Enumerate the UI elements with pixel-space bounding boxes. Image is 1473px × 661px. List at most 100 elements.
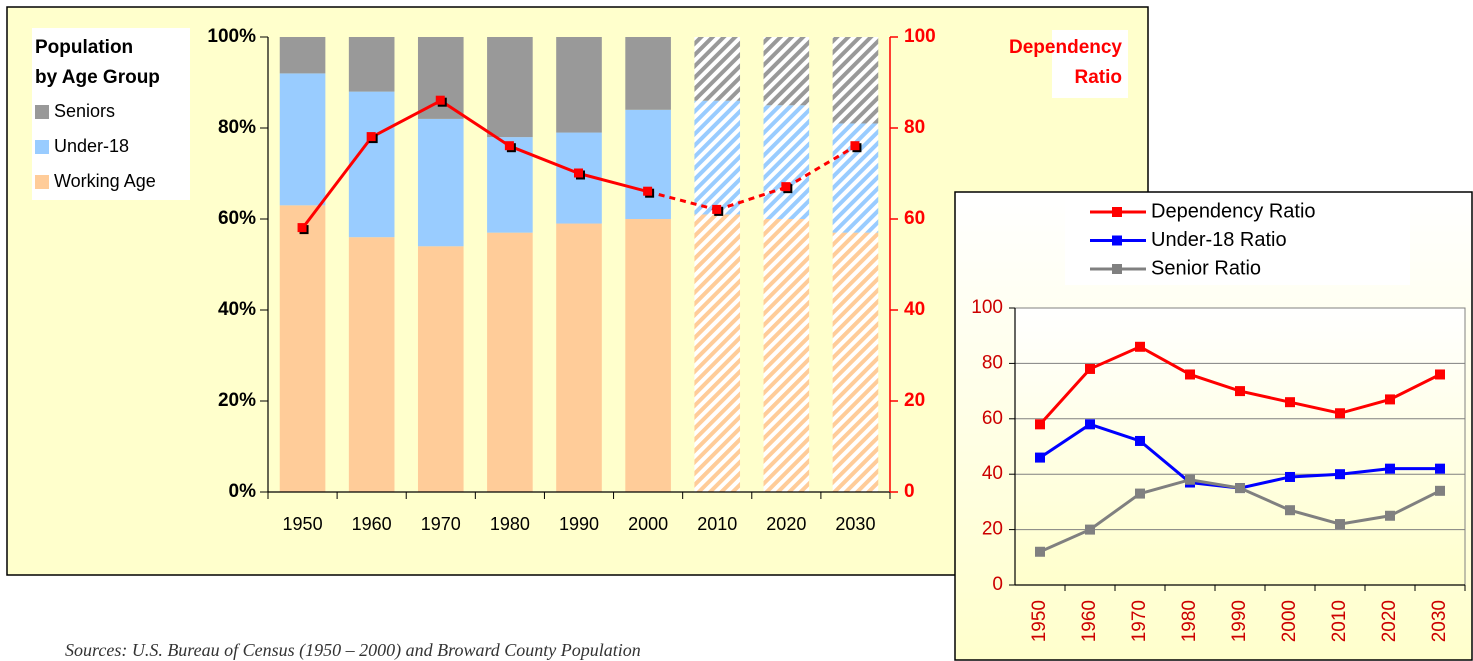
marker (1085, 524, 1095, 535)
bar-segment (556, 37, 602, 133)
marker (1135, 435, 1145, 446)
y-tick-label: 20% (218, 390, 256, 411)
legend-label: Dependency Ratio (1151, 200, 1316, 222)
y-tick-label: 40% (218, 299, 256, 320)
bar-segment (556, 223, 602, 493)
marker (781, 182, 791, 192)
y2-tick-label: 40 (904, 299, 925, 320)
marker (643, 186, 653, 196)
legend-swatch (35, 140, 49, 154)
y-tick-label: 0 (992, 574, 1003, 595)
bar-segment (279, 205, 326, 492)
y2-tick-label: 60 (904, 208, 925, 229)
y-tick-label: 0% (229, 481, 257, 502)
legend-title: by Age Group (35, 67, 160, 88)
bar-segment (417, 246, 464, 492)
marker (1035, 419, 1045, 430)
x-tick-label: 1970 (1129, 600, 1150, 642)
line-segment (578, 172, 649, 194)
x-tick-label: 1990 (559, 514, 599, 534)
bar-segment (279, 37, 326, 74)
bar-segment (348, 91, 395, 238)
bar-segment (832, 123, 879, 233)
y-tick-label: 40 (982, 463, 1003, 484)
y2-title: Dependency (1009, 37, 1122, 58)
marker (1135, 341, 1145, 352)
marker (504, 141, 514, 151)
legend-box (32, 28, 190, 200)
bar-segment (625, 109, 671, 219)
y-tick-label: 20 (982, 519, 1003, 540)
line-segment (647, 190, 718, 212)
x-tick-label: 1960 (352, 514, 392, 534)
bar-segment (487, 232, 533, 492)
marker (1385, 463, 1395, 474)
y2-tick-label: 80 (904, 117, 925, 138)
bar-segment (487, 37, 533, 138)
marker (1335, 469, 1345, 480)
marker (1385, 394, 1395, 405)
bar-segment (763, 219, 810, 492)
legend-label: Under-18 (54, 136, 129, 156)
bar-segment (625, 219, 671, 492)
x-tick-label: 1990 (1229, 600, 1250, 642)
legend-label: Under-18 Ratio (1151, 229, 1287, 251)
bar-segment (417, 118, 464, 247)
legend-title: Population (35, 37, 133, 58)
bar-segment (348, 37, 395, 92)
y2-tick-label: 20 (904, 390, 925, 411)
bar-segment (763, 105, 810, 219)
line-segment (716, 185, 787, 212)
y2-tick-label: 0 (904, 481, 915, 502)
bar-segment (694, 214, 741, 492)
y2-title-box (1052, 30, 1128, 98)
y-tick-label: 80 (982, 352, 1003, 373)
legend-label: Working Age (54, 171, 156, 191)
marker (1185, 474, 1195, 485)
line-segment (439, 99, 511, 148)
x-tick-label: 1950 (1029, 600, 1050, 642)
x-tick-label: 2030 (835, 514, 875, 534)
line-segment (509, 144, 580, 175)
marker (1135, 488, 1145, 499)
legend-swatch (35, 175, 49, 189)
bar-segment (763, 37, 810, 106)
legend-marker (1112, 207, 1122, 217)
marker (574, 168, 583, 178)
y2-title: Ratio (1075, 67, 1123, 88)
legend-marker (1112, 264, 1122, 274)
marker (1435, 369, 1445, 380)
y-tick-label: 60 (982, 408, 1003, 429)
marker (366, 132, 376, 142)
y2-tick-label: 100 (904, 26, 936, 47)
bar-segment (625, 37, 671, 110)
source-note: Sources: U.S. Bureau of Census (1950 – 2… (65, 640, 641, 661)
marker (1235, 386, 1245, 397)
marker (1285, 397, 1295, 408)
marker (1435, 485, 1445, 496)
marker (1285, 471, 1295, 482)
line-segment (785, 144, 857, 189)
bar-segment (832, 232, 879, 492)
line-segment (370, 99, 442, 139)
x-tick-label: 1950 (283, 514, 323, 534)
marker (1385, 510, 1395, 521)
y-tick-label: 100% (207, 26, 256, 47)
marker (1285, 505, 1295, 516)
y-tick-label: 80% (218, 117, 256, 138)
plot-area (1014, 307, 1466, 586)
marker (1335, 408, 1345, 419)
x-tick-label: 2020 (766, 514, 806, 534)
bar-segment (832, 37, 879, 124)
legend-label: Seniors (54, 101, 115, 121)
legend-swatch (35, 105, 49, 119)
x-tick-label: 1980 (490, 514, 530, 534)
y-tick-label: 60% (218, 208, 256, 229)
marker (1235, 483, 1245, 494)
marker (1035, 452, 1045, 463)
marker (1035, 546, 1045, 557)
marker (1085, 363, 1095, 374)
x-tick-label: 2010 (697, 514, 737, 534)
x-tick-label: 2030 (1429, 600, 1450, 642)
